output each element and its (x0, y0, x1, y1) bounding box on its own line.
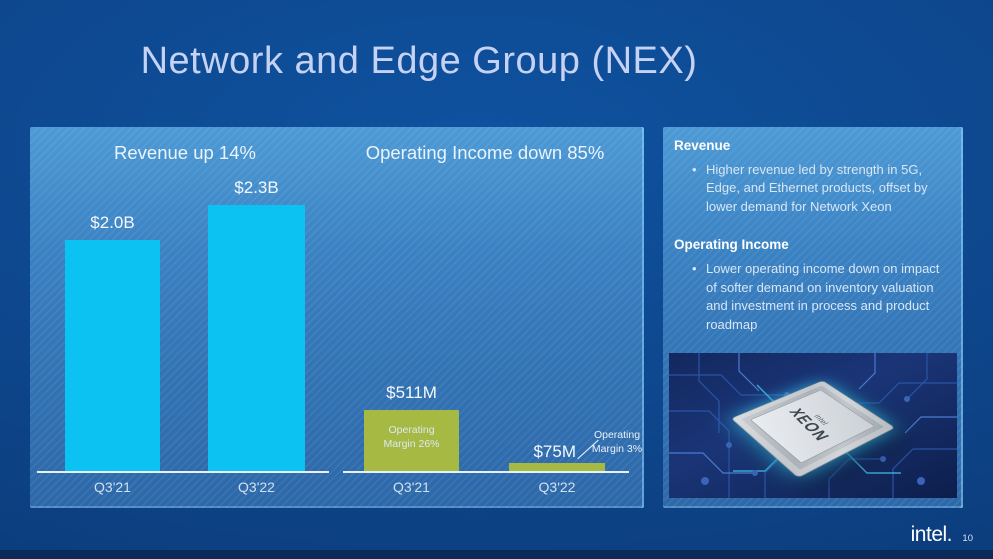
page-number: 10 (962, 533, 973, 544)
intel-logo: intel. (910, 523, 953, 546)
bar-revenue-q3-22 (208, 205, 305, 472)
bar-category-label: Q3'22 (538, 479, 576, 495)
margin-note-inside: Operating Margin 26% (383, 424, 440, 451)
operating-income-note-bullet: Lower operating income down on impact of… (692, 260, 951, 334)
margin-callout-value: $75M (533, 442, 576, 461)
bar-opinc-q3-22 (509, 463, 605, 472)
bar-category-label: Q3'21 (94, 479, 131, 495)
margin-callout-note: Operating Margin 3% (591, 429, 643, 455)
operating-income-note-list: Lower operating income down on impact of… (674, 260, 951, 334)
notes-panel: Revenue Higher revenue led by strength i… (663, 127, 963, 508)
slide-title: Network and Edge Group (NEX) (140, 40, 698, 82)
operating-income-axis-baseline (343, 471, 629, 473)
bar-value-label: $2.3B (234, 178, 279, 197)
bar-opinc-q3-21: Operating Margin 26% (364, 410, 459, 472)
note-heading-revenue: Revenue (674, 138, 731, 153)
xeon-chip-label: intel XEON (784, 404, 842, 444)
bar-value-label: $2.0B (90, 213, 135, 232)
bar-category-label: Q3'22 (238, 479, 275, 495)
revenue-note-list: Higher revenue led by strength in 5G, Ed… (674, 161, 951, 216)
revenue-chart-title: Revenue up 14% (114, 142, 256, 163)
bottom-strip (0, 550, 993, 559)
revenue-axis-baseline (37, 471, 329, 473)
bar-value-label: $511M (386, 383, 437, 402)
operating-income-chart-title: Operating Income down 85% (365, 142, 605, 163)
bar-revenue-q3-21 (65, 240, 160, 472)
bar-category-label: Q3'21 (393, 479, 430, 495)
note-heading-operating-income: Operating Income (674, 237, 789, 253)
charts-panel: Revenue up 14% Operating Income down 85%… (30, 127, 644, 508)
xeon-chip-photo: intel XEON (669, 353, 957, 498)
revenue-note-bullet: Higher revenue led by strength in 5G, Ed… (692, 161, 951, 216)
circuit-board-graphic (669, 353, 957, 498)
